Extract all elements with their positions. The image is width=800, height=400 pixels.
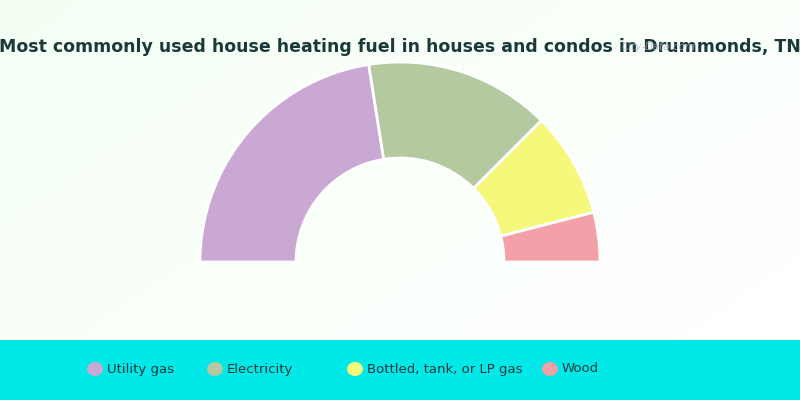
Text: Utility gas: Utility gas [107, 362, 174, 376]
Text: City-Data.com: City-Data.com [622, 42, 696, 52]
Text: Bottled, tank, or LP gas: Bottled, tank, or LP gas [367, 362, 522, 376]
Ellipse shape [542, 362, 558, 376]
Wedge shape [501, 212, 600, 262]
Wedge shape [200, 64, 384, 262]
Text: Electricity: Electricity [227, 362, 294, 376]
Ellipse shape [87, 362, 103, 376]
Bar [0, 340, 800, 400]
Text: Most commonly used house heating fuel in houses and condos in Drummonds, TN: Most commonly used house heating fuel in… [0, 38, 800, 56]
Ellipse shape [347, 362, 363, 376]
Wedge shape [369, 62, 542, 188]
Wedge shape [474, 120, 594, 236]
Ellipse shape [207, 362, 223, 376]
Text: Wood: Wood [562, 362, 599, 376]
